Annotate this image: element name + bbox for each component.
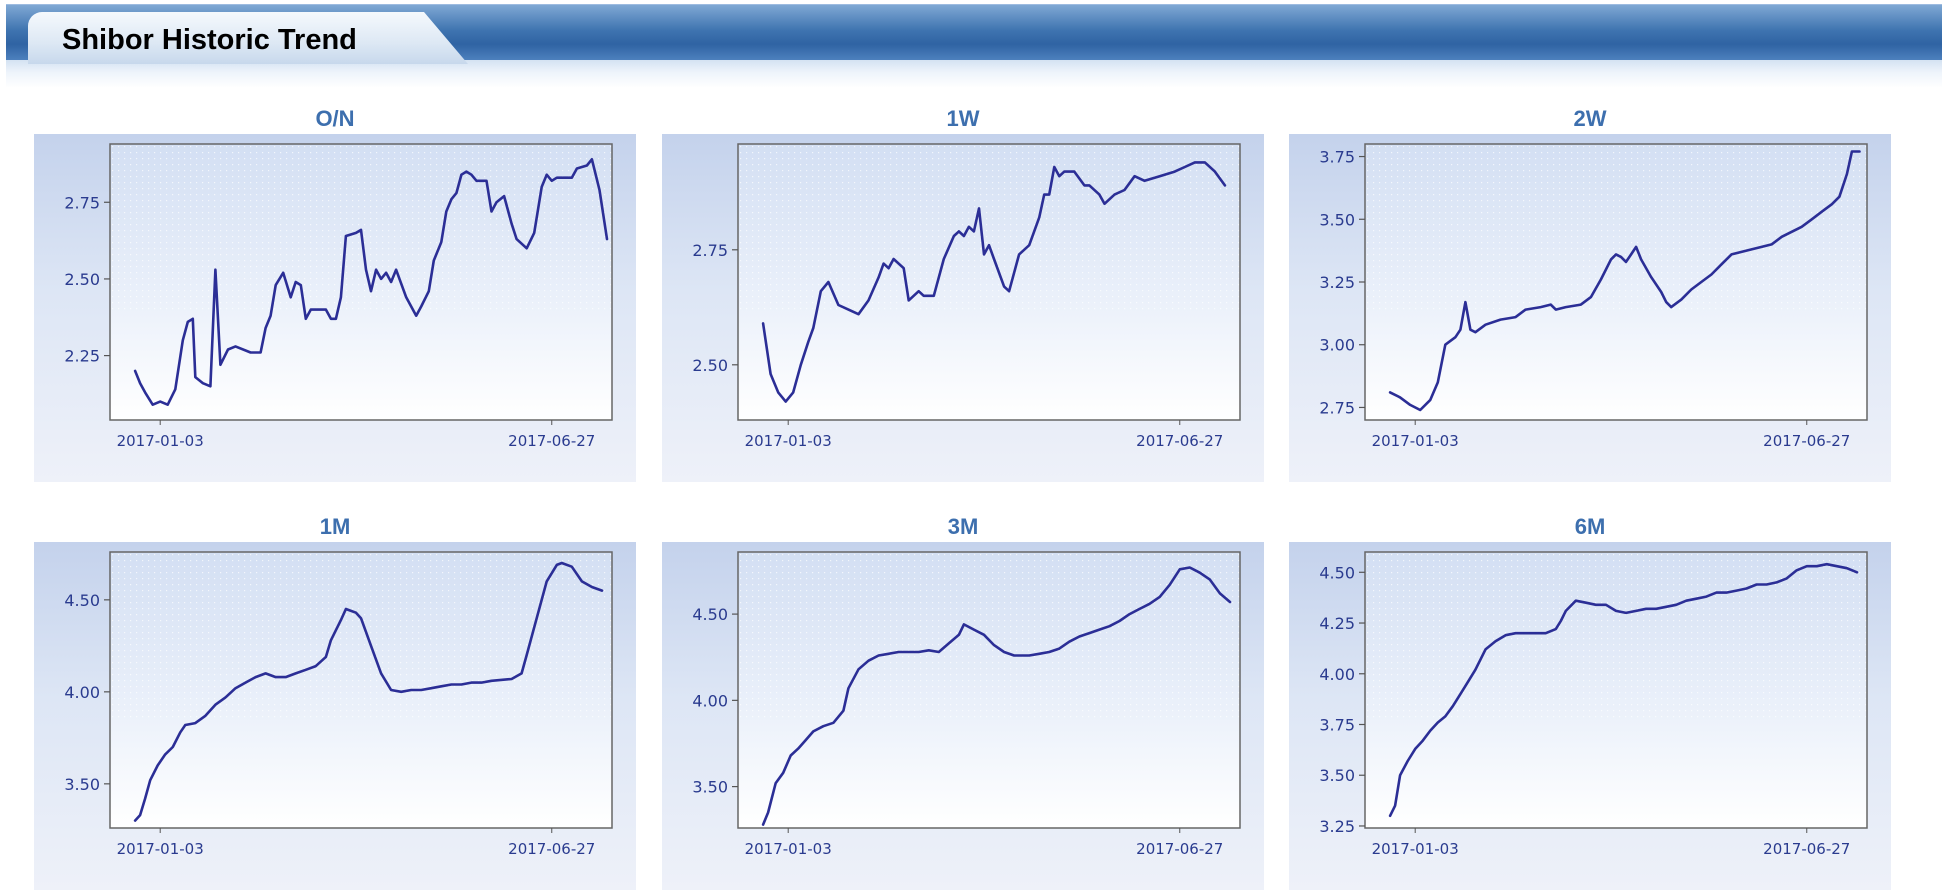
line-chart-1w: 2.50 2.75 2017-01-03 2017-06-27 — [692, 143, 1241, 450]
y-tick-label: 4.25 — [1319, 614, 1355, 633]
plot-grid-texture — [1365, 552, 1867, 718]
y-tick-label: 3.50 — [1319, 766, 1355, 785]
y-tick-label: 3.25 — [1319, 817, 1355, 836]
plot-frame — [737, 143, 1241, 421]
y-tick-label: 4.50 — [1319, 563, 1355, 582]
y-tick-label: 2.50 — [64, 270, 100, 289]
chart-panel-1w: 1W 2.50 2.75 2017-01-03 2017-06-27 — [662, 104, 1264, 482]
x-tick-label: 2017-01-03 — [745, 432, 832, 450]
series-line — [1388, 150, 1861, 412]
y-tick-label: 4.00 — [64, 683, 100, 702]
line-chart-2w: 2.75 3.00 3.25 3.50 3.75 2017-01-03 2017-06-27 — [1319, 143, 1868, 450]
chart-area: 2.75 3.00 3.25 3.50 3.75 2017-01-03 2017-06-27 — [1289, 134, 1891, 482]
chart-area: 3.50 4.00 4.50 2017-01-03 2017-06-27 — [662, 542, 1264, 890]
x-tick-label: 2017-01-03 — [745, 840, 832, 858]
x-tick-label: 2017-06-27 — [1763, 840, 1850, 858]
y-tick-label: 2.50 — [692, 356, 728, 375]
chart-title: 1M — [319, 514, 351, 539]
x-tick-label: 2017-06-27 — [1763, 432, 1850, 450]
x-tick-label: 2017-01-03 — [117, 432, 204, 450]
chart-area: 2.25 2.50 2.75 2017-01-03 2017-06-27 — [34, 134, 636, 482]
chart-title: 2W — [1573, 106, 1607, 131]
series-line — [133, 561, 604, 822]
plot-grid-texture — [110, 552, 612, 718]
plot-grid-texture — [1365, 144, 1867, 310]
y-tick-label: 3.25 — [1319, 273, 1355, 292]
y-tick-label: 4.00 — [1319, 665, 1355, 684]
y-tick-label: 4.50 — [64, 591, 100, 610]
x-tick-label: 2017-01-03 — [1372, 432, 1459, 450]
y-tick-label: 2.75 — [1319, 398, 1355, 417]
chart-title: 3M — [947, 514, 979, 539]
y-tick-label: 4.00 — [692, 691, 728, 710]
chart-panel-6m: 6M 3.25 3.50 3.75 4.00 4.25 4.50 2017-01-03 201… — [1289, 512, 1891, 890]
plot-grid-texture — [110, 144, 612, 310]
line-chart-6m: 3.25 3.50 3.75 4.00 4.25 4.50 2017-01-03 2017-0… — [1319, 551, 1868, 858]
chart-panel-1m: 1M 3.50 4.00 4.50 2017-01-03 2017-06-27 — [34, 512, 636, 890]
title-tab — [28, 12, 468, 64]
x-tick-label: 2017-01-03 — [117, 840, 204, 858]
y-tick-label: 4.50 — [692, 605, 728, 624]
y-tick-label: 2.75 — [64, 193, 100, 212]
x-tick-label: 2017-06-27 — [508, 840, 595, 858]
chart-title: 6M — [1574, 514, 1606, 539]
line-chart-3m: 3.50 4.00 4.50 2017-01-03 2017-06-27 — [692, 551, 1241, 858]
x-tick-label: 2017-06-27 — [508, 432, 595, 450]
plot-frame — [109, 143, 613, 421]
chart-panel-on: O/N 2.25 2.50 2.75 2017-01-03 2017-06-27 — [34, 104, 636, 482]
x-tick-label: 2017-06-27 — [1136, 432, 1223, 450]
plot-grid-texture — [738, 144, 1240, 310]
y-tick-label: 2.75 — [692, 241, 728, 260]
y-tick-label: 2.25 — [64, 347, 100, 366]
line-chart-on: 2.25 2.50 2.75 2017-01-03 2017-06-27 — [64, 143, 613, 450]
chart-area: 3.25 3.50 3.75 4.00 4.25 4.50 2017-01-03 2017-0… — [1289, 542, 1891, 890]
chart-panel-3m: 3M 3.50 4.00 4.50 2017-01-03 2017-06-27 — [662, 512, 1264, 890]
y-tick-label: 3.50 — [1319, 210, 1355, 229]
series-line — [761, 566, 1232, 826]
chart-panel-2w: 2W 2.75 3.00 3.25 3.50 3.75 2017-01-03 2017-06… — [1289, 104, 1891, 482]
header-shadow — [6, 60, 1942, 88]
y-tick-label: 3.00 — [1319, 336, 1355, 355]
page-title: Shibor Historic Trend — [62, 24, 357, 56]
y-tick-label: 3.75 — [1319, 148, 1355, 167]
x-tick-label: 2017-06-27 — [1136, 840, 1223, 858]
line-chart-1m: 3.50 4.00 4.50 2017-01-03 2017-06-27 — [64, 551, 613, 858]
series-line — [1388, 562, 1859, 818]
plot-frame — [1364, 551, 1868, 829]
y-tick-label: 3.75 — [1319, 716, 1355, 735]
chart-title: O/N — [315, 106, 355, 131]
series-line — [133, 158, 609, 406]
y-tick-label: 3.50 — [64, 775, 100, 794]
chart-title: 1W — [946, 106, 980, 131]
chart-area: 3.50 4.00 4.50 2017-01-03 2017-06-27 — [34, 542, 636, 890]
plot-grid-texture — [738, 552, 1240, 718]
chart-area: 2.50 2.75 2017-01-03 2017-06-27 — [662, 134, 1264, 482]
series-line — [761, 161, 1227, 403]
x-tick-label: 2017-01-03 — [1372, 840, 1459, 858]
plot-frame — [109, 551, 613, 829]
plot-frame — [737, 551, 1241, 829]
y-tick-label: 3.50 — [692, 778, 728, 797]
